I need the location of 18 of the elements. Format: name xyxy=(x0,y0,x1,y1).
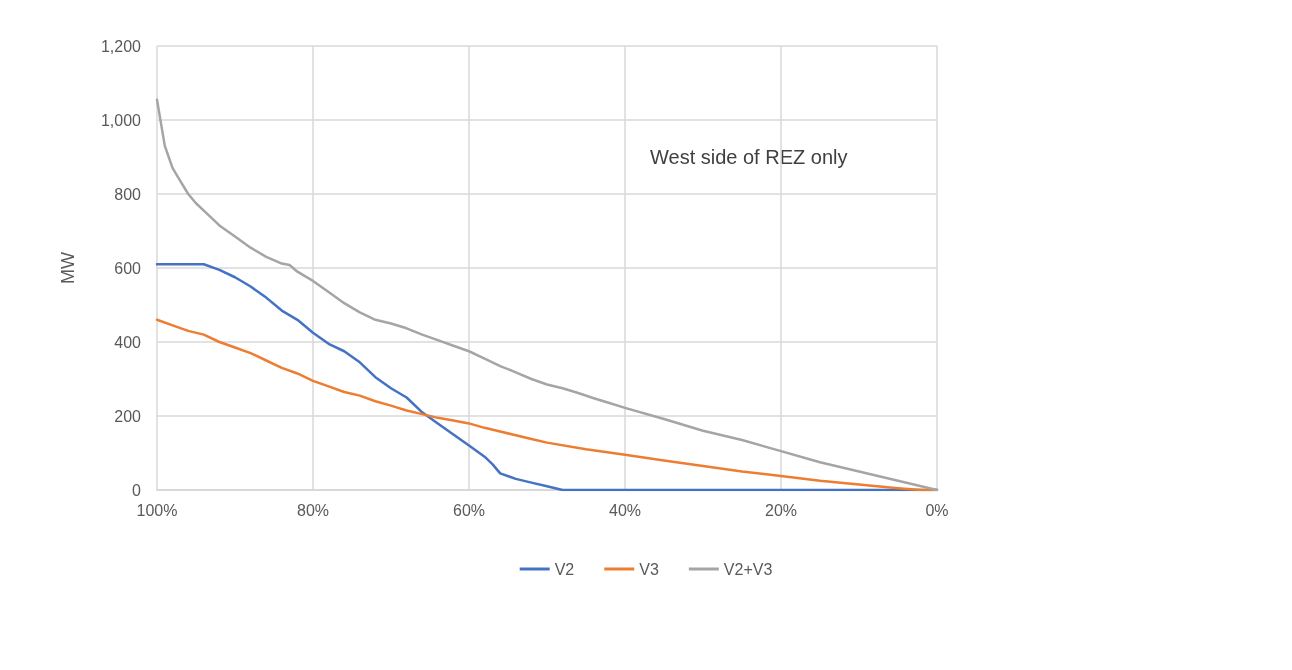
x-tick-label: 100% xyxy=(136,501,178,519)
legend-label: V2 xyxy=(554,560,575,578)
x-tick-label: 20% xyxy=(764,501,798,519)
annotation: West side of REZ only xyxy=(650,146,848,168)
legend-label: V2+V3 xyxy=(723,560,773,578)
y-tick-label: 200 xyxy=(114,407,142,425)
x-tick-label: 80% xyxy=(296,501,330,519)
y-tick-label: 1,000 xyxy=(100,111,142,129)
y-tick-label: 0 xyxy=(132,481,142,499)
legend-label: V3 xyxy=(639,560,659,578)
y-axis-title: MW xyxy=(58,252,78,284)
x-tick-label: 40% xyxy=(608,501,642,519)
y-tick-label: 600 xyxy=(114,259,142,277)
x-tick-label: 60% xyxy=(452,501,486,519)
y-tick-label: 1,200 xyxy=(100,37,142,55)
y-tick-label: 400 xyxy=(114,333,142,351)
y-tick-label: 800 xyxy=(114,185,142,203)
x-tick-label: 0% xyxy=(925,501,949,519)
